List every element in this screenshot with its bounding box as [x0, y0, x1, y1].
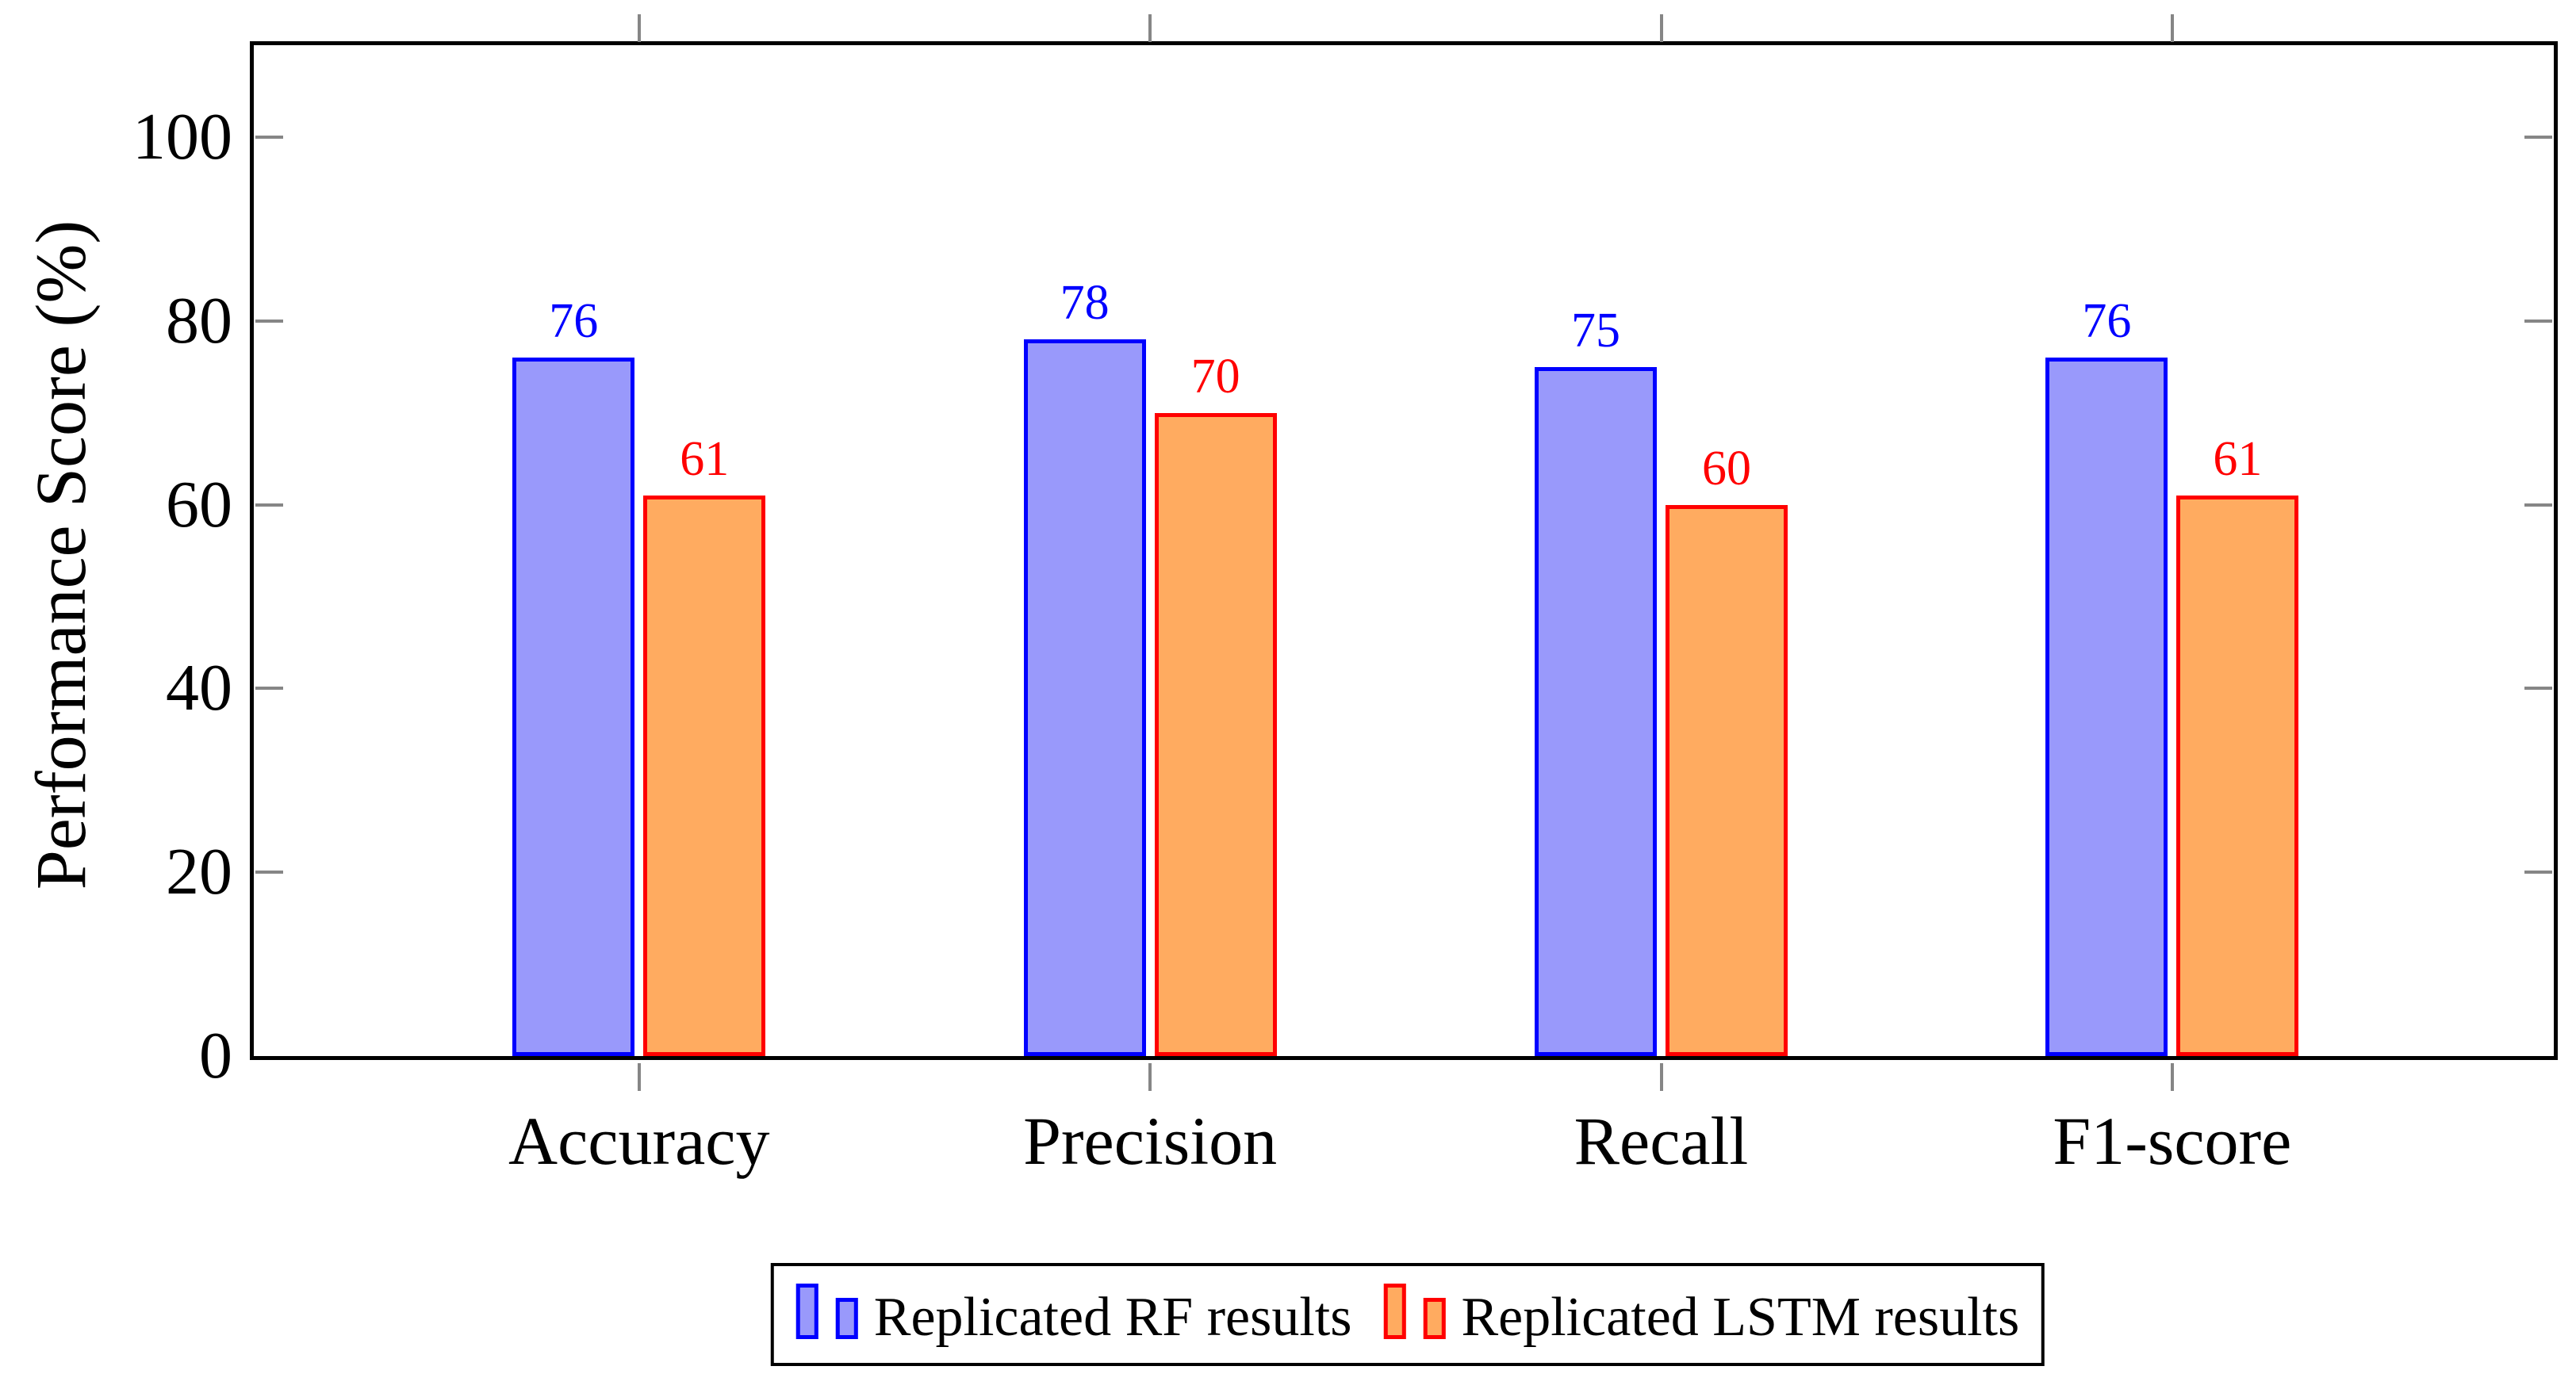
legend-mini-bar [795, 1284, 818, 1339]
x-tick [1148, 14, 1152, 42]
legend-entry-label: Replicated RF results [873, 1287, 1352, 1348]
bar-value-label: 70 [1190, 349, 1240, 404]
plot-area [250, 41, 2558, 1060]
bar-value-label: 61 [2213, 431, 2263, 486]
legend-mini-bar [1383, 1284, 1406, 1339]
y-tick [255, 687, 283, 691]
x-tick [2170, 14, 2174, 42]
y-tick [2524, 687, 2552, 691]
y-tick-label: 40 [166, 651, 232, 725]
x-category-label: F1-score [2053, 1103, 2292, 1179]
bar-value-label: 60 [1702, 441, 1751, 496]
legend: Replicated RF results Replicated LSTM res… [770, 1263, 2045, 1366]
x-category-label: Recall [1574, 1103, 1749, 1179]
y-tick-label: 20 [166, 835, 232, 909]
x-tick [2170, 1063, 2174, 1091]
y-tick-label: 80 [166, 283, 232, 358]
legend-entry: Replicated LSTM results [1383, 1284, 2019, 1345]
y-tick-label: 60 [166, 467, 232, 542]
y-tick-label: 100 [132, 99, 232, 174]
bar-value-label: 75 [1571, 303, 1620, 358]
y-tick [2524, 319, 2552, 323]
y-tick-label: 0 [199, 1019, 232, 1093]
legend-entry: Replicated RF results [795, 1284, 1352, 1348]
bar [643, 495, 766, 1056]
x-tick [1148, 1063, 1152, 1091]
bar [1535, 366, 1657, 1056]
x-tick [637, 1063, 641, 1091]
legend-bars-icon [795, 1284, 858, 1339]
bar [1666, 504, 1788, 1056]
x-category-label: Precision [1023, 1103, 1278, 1179]
legend-mini-bar [835, 1298, 858, 1339]
legend-mini-bar [1423, 1298, 1446, 1339]
y-tick [2524, 871, 2552, 874]
bar-value-label: 78 [1060, 275, 1110, 330]
bar [2176, 495, 2299, 1056]
bar [1154, 412, 1277, 1056]
x-tick [1659, 14, 1663, 42]
x-category-label: Accuracy [508, 1103, 770, 1179]
y-tick [255, 503, 283, 507]
bar-value-label: 61 [680, 431, 730, 486]
bar [2045, 358, 2168, 1056]
y-tick [255, 319, 283, 323]
x-tick [1659, 1063, 1663, 1091]
y-tick [2524, 135, 2552, 139]
y-tick [255, 135, 283, 139]
x-tick [637, 14, 641, 42]
bar [1023, 339, 1146, 1056]
y-tick [2524, 503, 2552, 507]
bar [512, 358, 635, 1056]
y-tick [255, 871, 283, 874]
bar-value-label: 76 [2082, 294, 2132, 349]
legend-bars-icon [1383, 1284, 1446, 1339]
legend-entry-label: Replicated LSTM results [1461, 1287, 2020, 1348]
bar-value-label: 76 [549, 294, 599, 349]
